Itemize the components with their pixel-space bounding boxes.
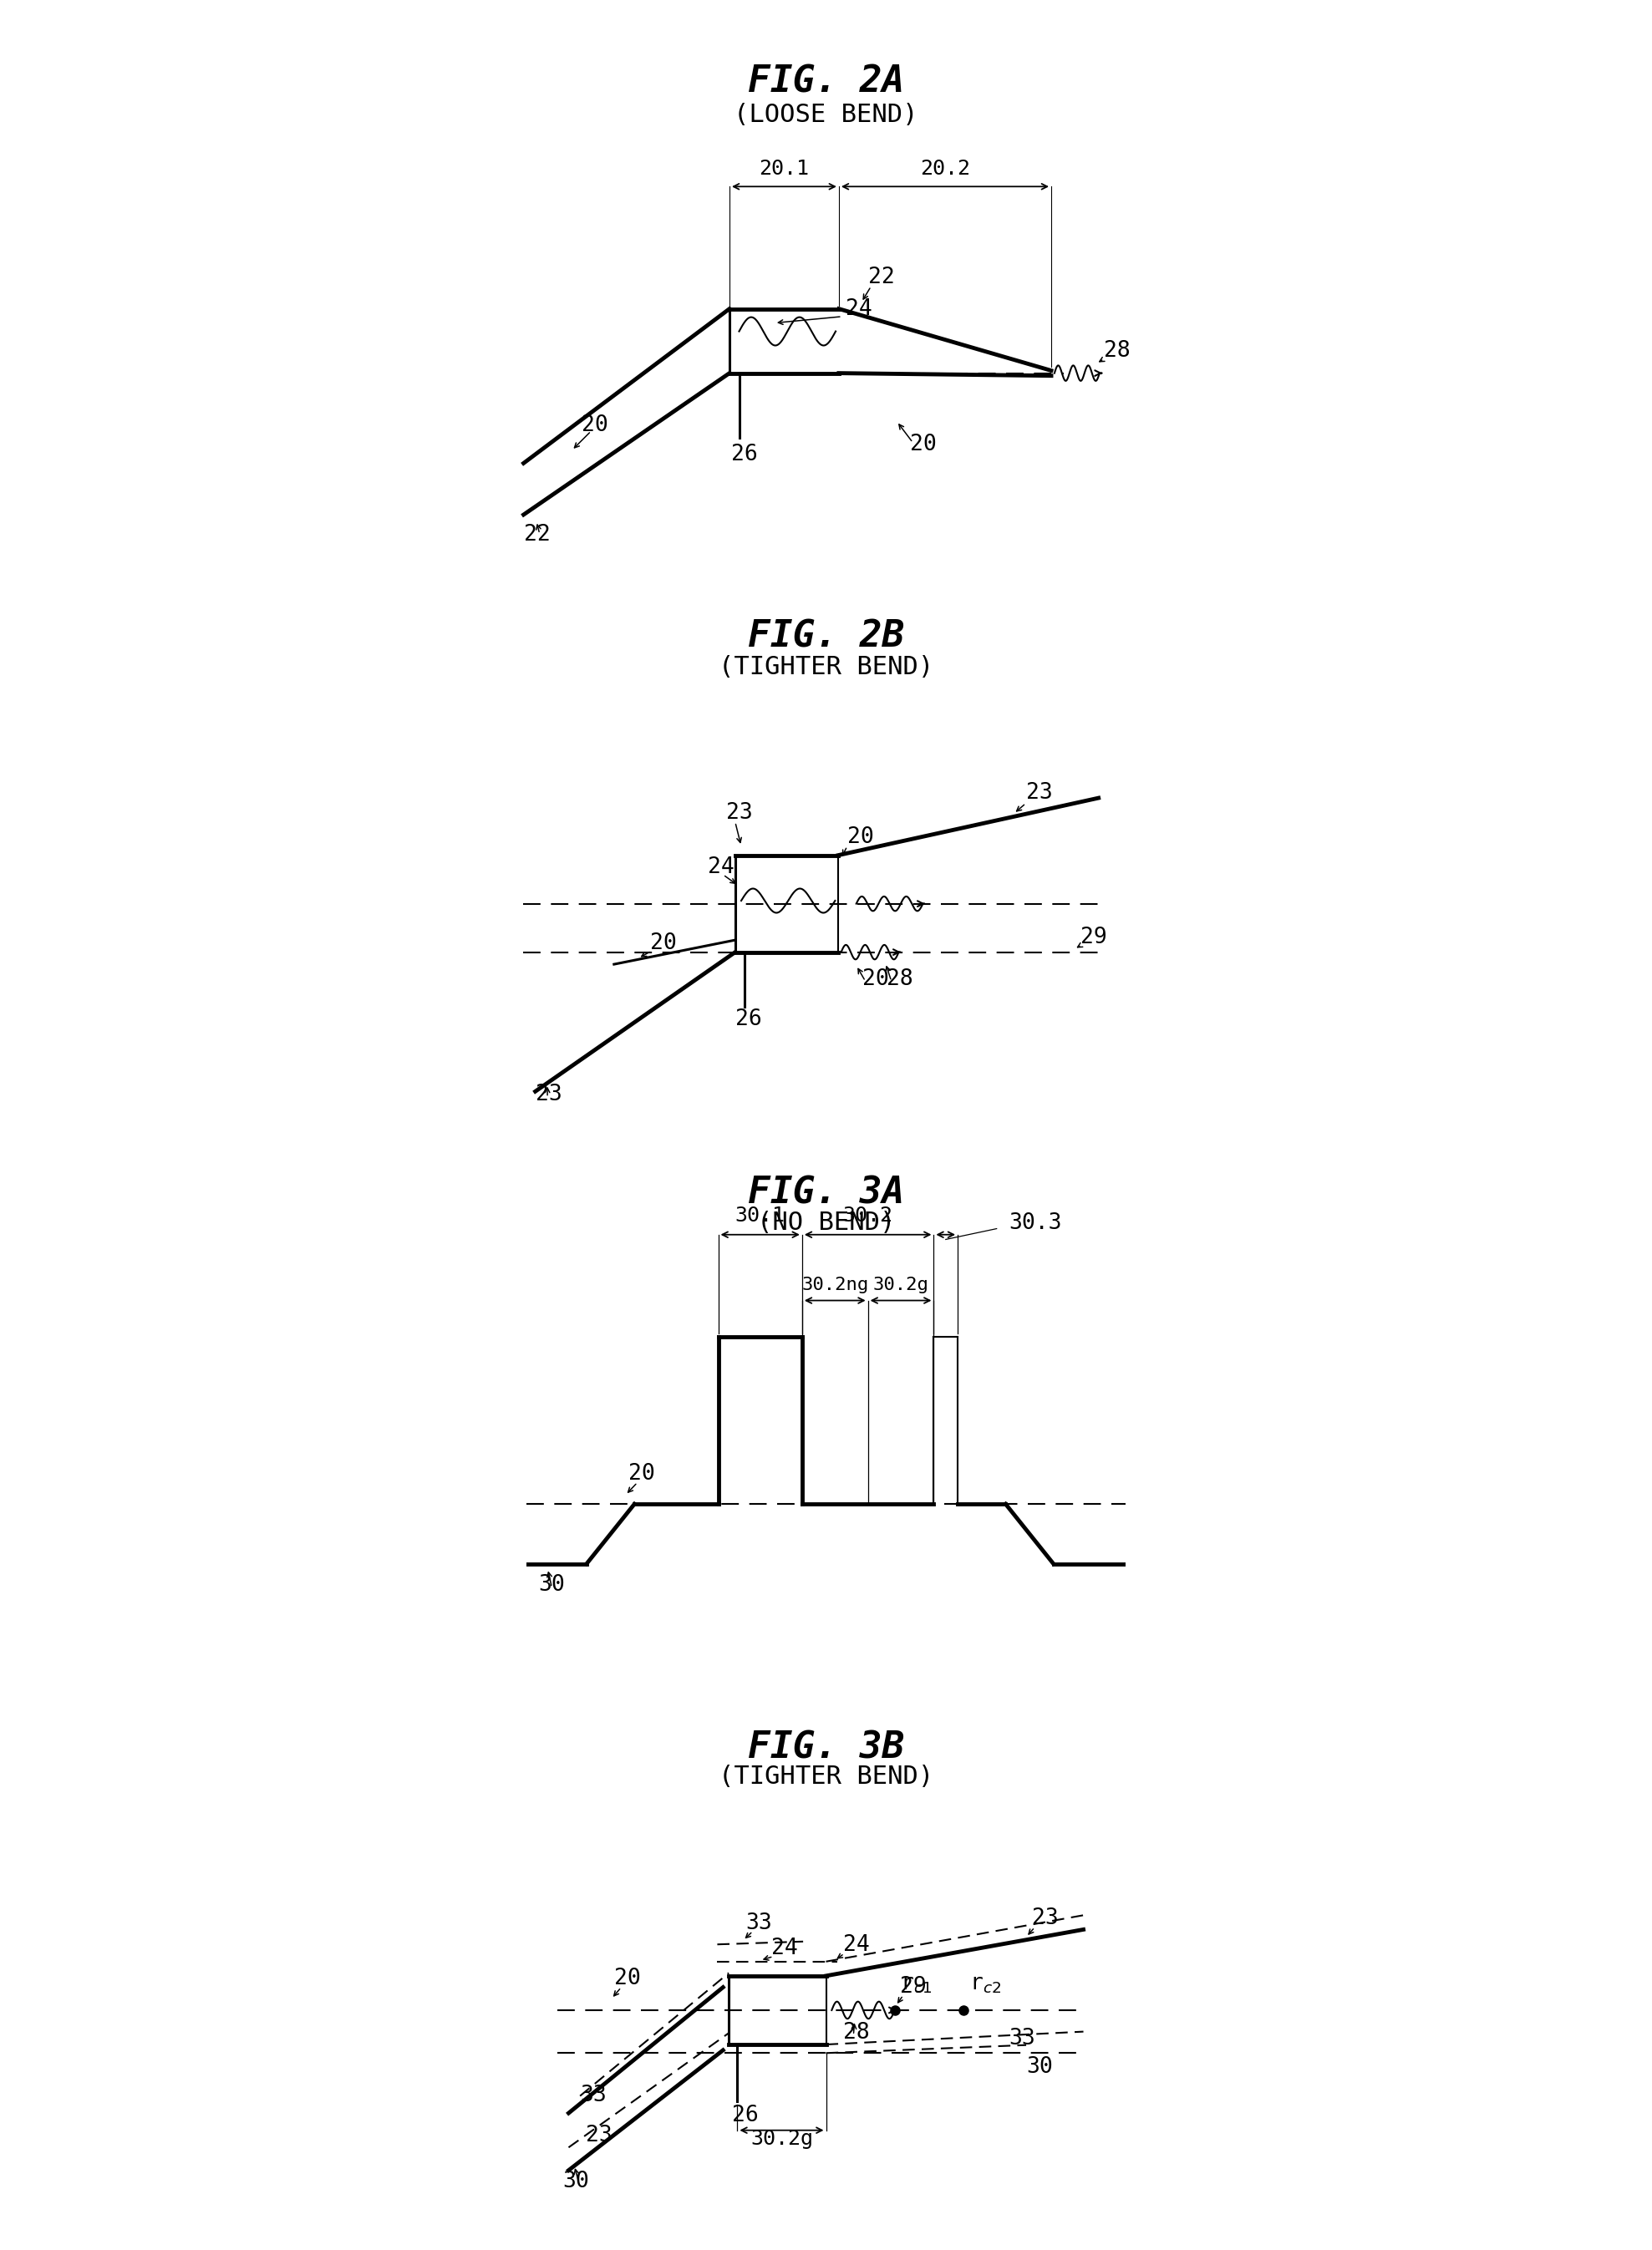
Text: 30: 30 [563, 2171, 590, 2192]
Text: (NO BEND): (NO BEND) [757, 1211, 895, 1235]
Text: 20.1: 20.1 [760, 160, 809, 178]
Text: r$_{c2}$: r$_{c2}$ [970, 1973, 1001, 1996]
Text: FIG. 2A: FIG. 2A [748, 65, 904, 101]
Text: 30.3: 30.3 [1009, 1213, 1062, 1233]
Text: 30.2g: 30.2g [750, 2128, 813, 2149]
Text: 30.2: 30.2 [843, 1206, 894, 1226]
Text: (TIGHTER BEND): (TIGHTER BEND) [719, 655, 933, 680]
Text: 20: 20 [628, 1463, 654, 1485]
Text: 28: 28 [843, 2023, 869, 2043]
Text: 30.2ng: 30.2ng [801, 1276, 869, 1294]
Text: 24: 24 [846, 299, 872, 320]
Text: 23: 23 [727, 803, 753, 824]
Text: 29: 29 [900, 1976, 927, 1998]
Text: 20: 20 [910, 434, 937, 455]
Text: 20: 20 [651, 932, 677, 954]
Text: 20: 20 [862, 970, 889, 990]
Text: 24: 24 [843, 1935, 869, 1955]
Text: 28: 28 [1104, 340, 1130, 362]
Text: 26: 26 [735, 1008, 762, 1030]
Text: r$_{c1}$: r$_{c1}$ [900, 1973, 932, 1996]
Text: 22: 22 [524, 524, 550, 544]
Text: FIG. 2B: FIG. 2B [748, 619, 904, 655]
Text: 28: 28 [887, 970, 914, 990]
Text: 23: 23 [535, 1085, 562, 1105]
Text: 20: 20 [847, 826, 874, 848]
Text: 22: 22 [867, 266, 894, 288]
Text: (TIGHTER BEND): (TIGHTER BEND) [719, 1764, 933, 1789]
Text: 29: 29 [1080, 927, 1107, 947]
Text: 23: 23 [1026, 783, 1052, 803]
Text: 26: 26 [730, 443, 757, 466]
Text: 20: 20 [582, 414, 608, 437]
Text: FIG. 3B: FIG. 3B [748, 1730, 904, 1766]
Text: 30.2g: 30.2g [872, 1276, 928, 1294]
Text: (LOOSE BEND): (LOOSE BEND) [733, 104, 919, 128]
Text: 33: 33 [747, 1912, 773, 1935]
Text: 33: 33 [1009, 2027, 1036, 2050]
Text: 33: 33 [580, 2086, 606, 2106]
Text: 20.2: 20.2 [920, 160, 970, 178]
Text: 23: 23 [1032, 1908, 1059, 1930]
Text: 24: 24 [771, 1937, 798, 1960]
Text: 23: 23 [586, 2124, 613, 2146]
Text: 24: 24 [709, 857, 735, 878]
Text: 30: 30 [1026, 2056, 1052, 2079]
Text: 30: 30 [539, 1575, 565, 1595]
Text: 30.1: 30.1 [735, 1206, 785, 1226]
Text: 20: 20 [615, 1969, 641, 1989]
Text: FIG. 3A: FIG. 3A [748, 1175, 904, 1211]
Text: 26: 26 [732, 2106, 758, 2126]
